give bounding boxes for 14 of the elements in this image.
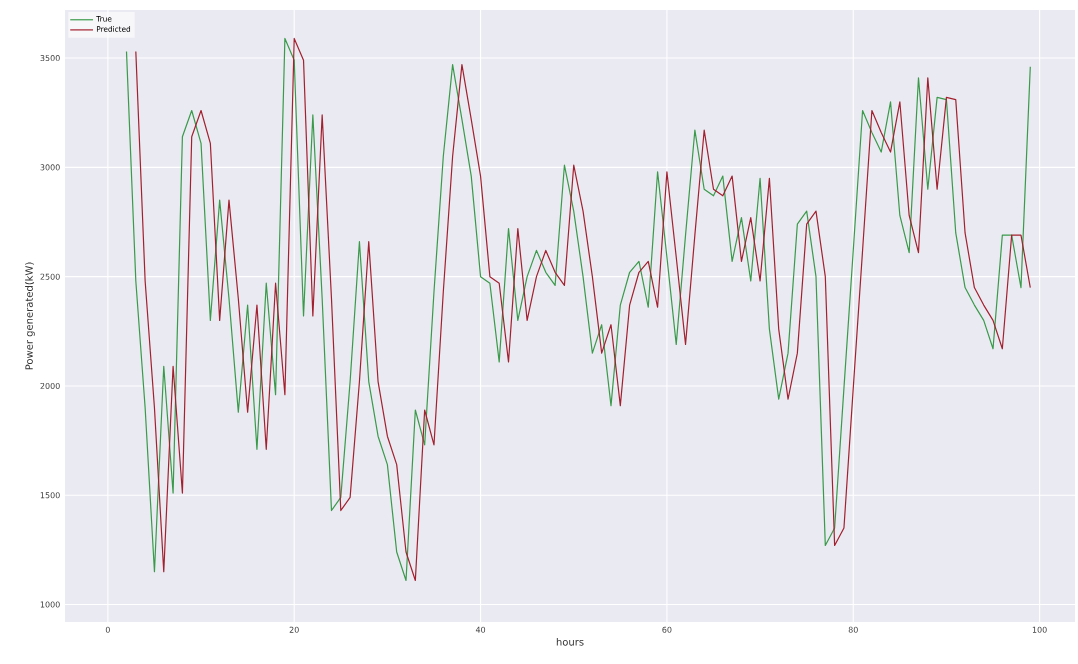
x-tick-label: 80 — [848, 626, 858, 633]
x-tick-label: 0 — [105, 626, 110, 633]
y-tick-label: 3000 — [40, 164, 60, 171]
y-axis-title: Power generated(kW) — [25, 262, 35, 370]
y-tick-label: 1500 — [40, 492, 60, 499]
x-tick-label: 20 — [289, 626, 299, 633]
y-tick-label: 2500 — [40, 273, 60, 280]
x-tick-label: 40 — [475, 626, 486, 633]
y-tick-label: 1000 — [40, 601, 60, 608]
y-tick-label: 2000 — [40, 382, 60, 389]
x-tick-label: 100 — [1032, 626, 1047, 633]
y-tick-label: 3500 — [40, 55, 60, 62]
x-axis-title: hours — [556, 637, 584, 646]
x-tick-label: 60 — [662, 626, 672, 633]
